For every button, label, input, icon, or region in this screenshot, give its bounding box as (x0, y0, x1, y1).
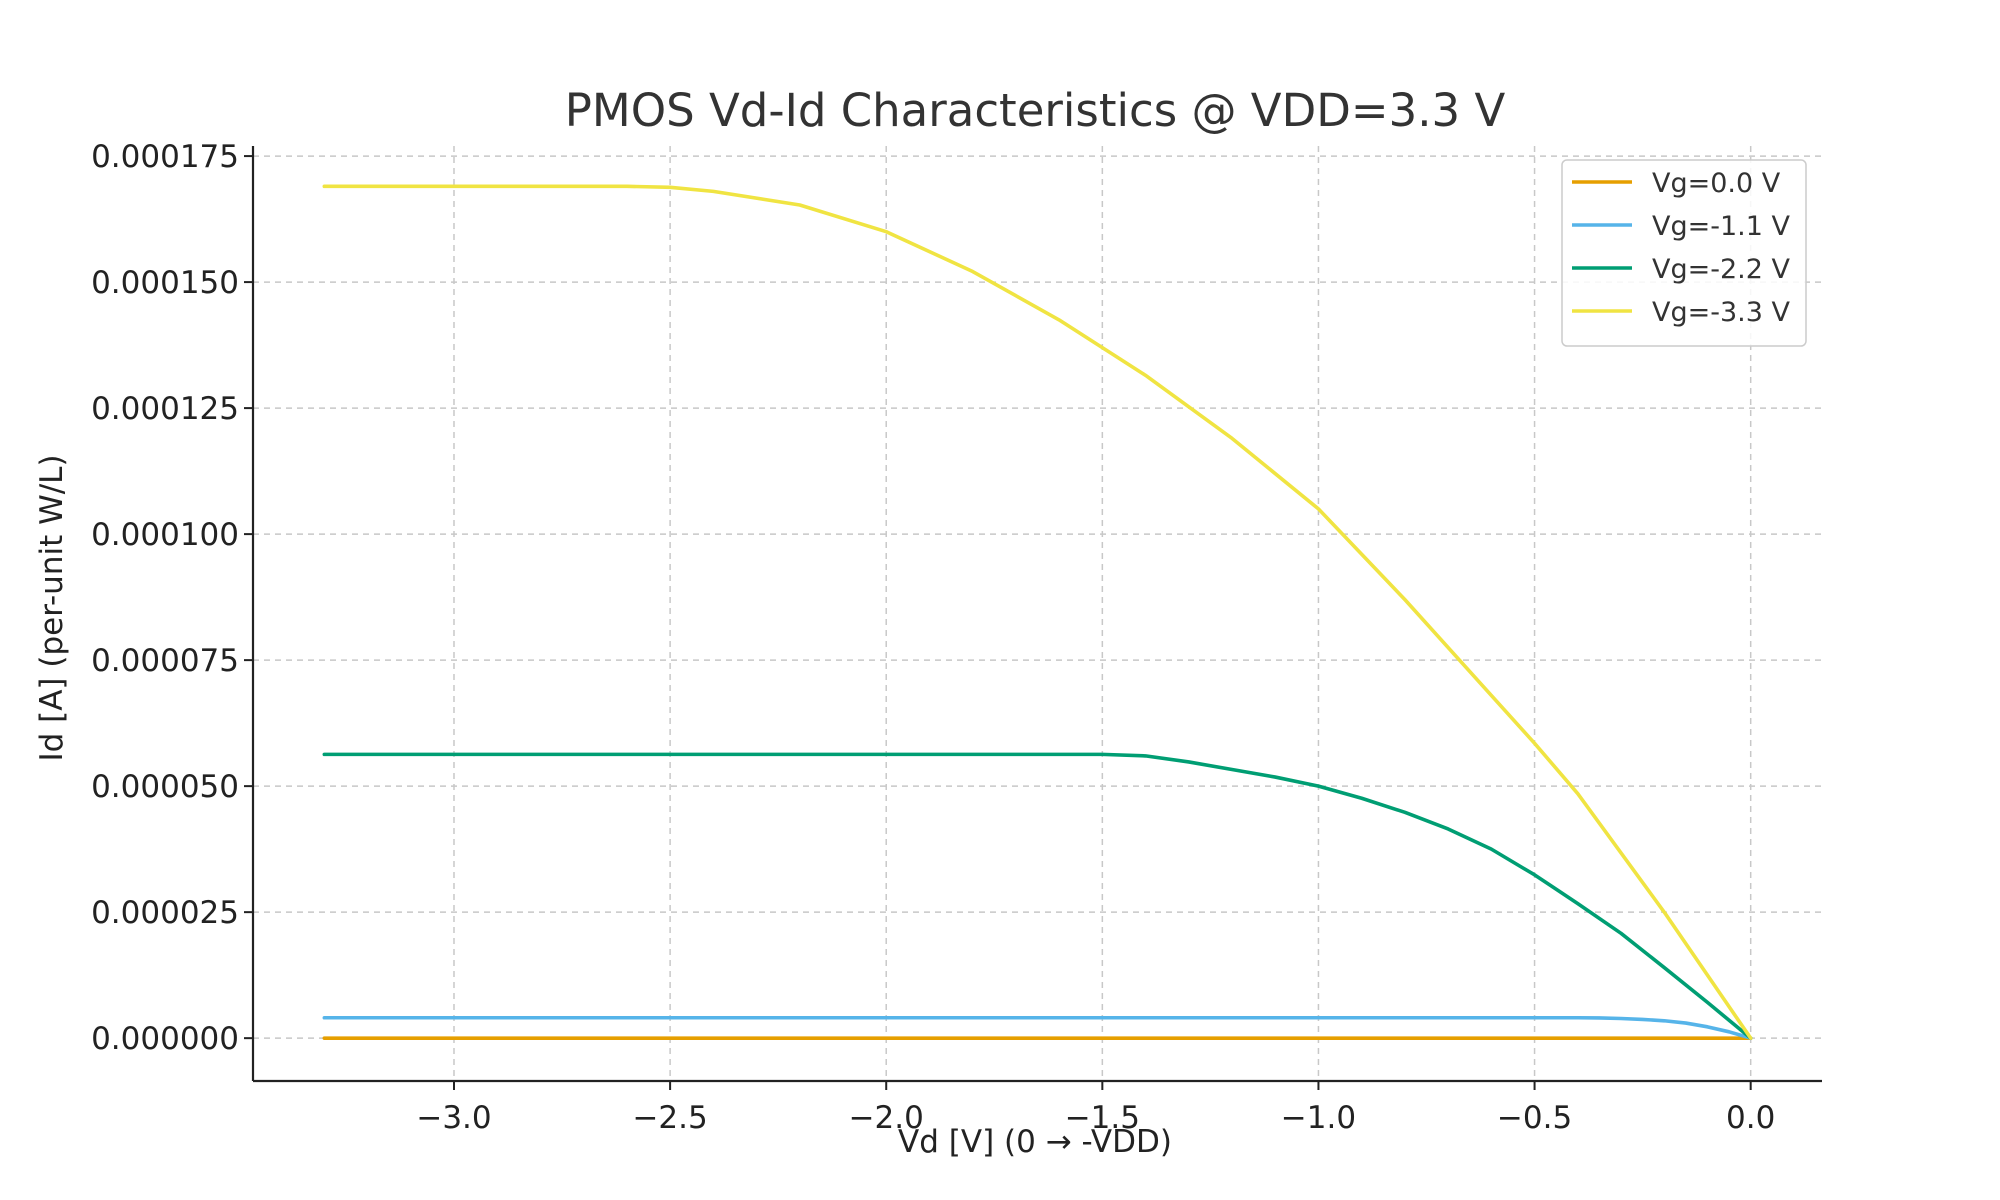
x-tick-label: −0.5 (1497, 1100, 1572, 1136)
legend: Vg=0.0 V Vg=-1.1 V Vg=-2.2 V Vg=-3.3 V (1561, 159, 1807, 347)
legend-box (1561, 159, 1807, 347)
legend-label-vg-0-0-v: Vg=0.0 V (1652, 168, 1781, 199)
y-tick-label: 0.000150 (91, 265, 239, 301)
x-axis-label: Vd [V] (0 → -VDD) (898, 1124, 1172, 1160)
x-tick-label: −3.0 (416, 1100, 491, 1136)
legend-label-vg-1-1-v: Vg=-1.1 V (1652, 211, 1790, 242)
series-group (322, 184, 1753, 1040)
series-line-vg-3-3-v (322, 184, 1753, 1040)
series-line-vg-1-1-v (322, 1015, 1753, 1040)
y-tick-label: 0.000125 (91, 391, 239, 427)
x-tick-label: −2.5 (632, 1100, 707, 1136)
y-axis-label: Id [A] (per-unit W/L) (34, 454, 70, 761)
legend-label-vg-3-3-v: Vg=-3.3 V (1652, 297, 1790, 328)
x-tick-label: −2.0 (849, 1100, 924, 1136)
y-tick-label: 0.000025 (91, 895, 239, 931)
y-tick-label: 0.000050 (91, 769, 239, 805)
x-tick-label: −1.0 (1281, 1100, 1356, 1136)
x-tick-label: 0.0 (1726, 1100, 1775, 1136)
y-tick-label: 0.000000 (91, 1021, 239, 1057)
x-tick-label: −1.5 (1065, 1100, 1140, 1136)
series-line-vg-2-2-v (322, 752, 1753, 1040)
legend-label-vg-2-2-v: Vg=-2.2 V (1652, 254, 1790, 285)
y-tick-label: 0.000075 (91, 643, 239, 679)
axes (244, 146, 1822, 1090)
y-tick-label: 0.000100 (91, 517, 239, 553)
tick-labels: −3.0 −2.5 −2.0 −1.5 −1.0 −0.5 0.0 0.000000 0.000… (91, 139, 1775, 1136)
chart-title: PMOS Vd-Id Characteristics @ VDD=3.3 V (565, 84, 1506, 137)
y-tick-label: 0.000175 (91, 139, 239, 175)
